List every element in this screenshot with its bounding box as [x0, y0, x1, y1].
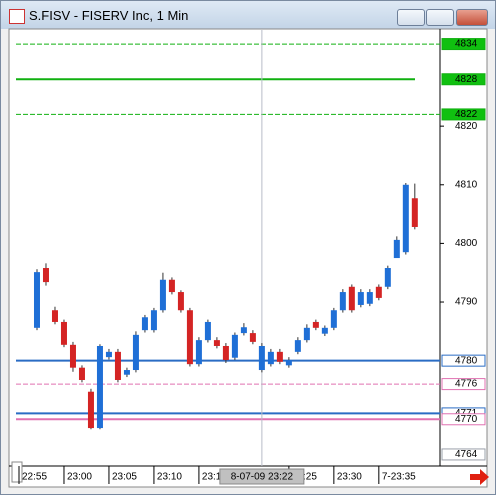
candle-body: [51, 310, 58, 322]
candle-body: [123, 370, 130, 375]
candle-body: [69, 344, 76, 368]
x-tick-label: 23:30: [337, 472, 362, 483]
candle-body: [96, 345, 103, 429]
candle-body: [411, 198, 418, 227]
candle-body: [141, 317, 148, 331]
x-tick-label: 23:05: [112, 472, 137, 483]
candle-body: [231, 334, 238, 358]
candle-body: [105, 351, 112, 358]
close-button[interactable]: [456, 9, 488, 26]
scroll-box[interactable]: [11, 461, 23, 483]
candle-body: [294, 340, 301, 352]
y-tick-label: 4790: [455, 297, 478, 308]
candle-body: [393, 239, 400, 259]
candle-body: [33, 272, 40, 328]
candle-body: [159, 279, 166, 311]
level-label-box: [441, 38, 486, 51]
candle-body: [384, 268, 391, 287]
window-title: S.FISV - FISERV Inc, 1 Min: [29, 8, 189, 23]
plot: [16, 30, 440, 466]
level-label-box: [441, 354, 486, 367]
candle-body: [150, 310, 157, 331]
candle-body: [177, 292, 184, 311]
y-tick-label: 4810: [455, 179, 478, 190]
level-label: 4770: [455, 414, 478, 425]
maximize-button[interactable]: [426, 9, 454, 26]
level-label-box: [441, 108, 486, 121]
x-tick-label: 7-23:35: [382, 472, 416, 483]
candle-body: [357, 292, 364, 305]
window-icon: [9, 9, 25, 24]
candle-body: [348, 286, 355, 311]
level-label: 4780: [455, 355, 478, 366]
level-label: 4764: [455, 449, 478, 460]
y-tick-label: 4820: [455, 121, 478, 132]
candle-body: [366, 292, 373, 304]
x-tick-label: 23:25: [292, 472, 317, 483]
candle-body: [285, 360, 292, 366]
candle-body: [258, 345, 265, 371]
level-label-box: [441, 73, 486, 86]
level-label: 4822: [455, 109, 478, 120]
x-tick-label: 23:15: [202, 472, 227, 483]
y-tick-label: 4800: [455, 238, 478, 249]
candle-body: [339, 292, 346, 311]
candle-body: [213, 340, 220, 346]
candle-body: [276, 351, 283, 362]
candle-body: [60, 321, 67, 345]
candle-body: [267, 351, 274, 365]
candle-body: [249, 333, 256, 342]
candle-body: [222, 345, 229, 361]
x-tick-label: 23:00: [67, 472, 92, 483]
candle-body: [312, 321, 319, 328]
candle-body: [114, 351, 121, 380]
candle-body: [330, 310, 337, 328]
candle-body: [240, 327, 247, 334]
candle-body: [42, 268, 49, 283]
level-label-box: [441, 378, 486, 391]
x-tick-label: 23:10: [157, 472, 182, 483]
candle-body: [195, 340, 202, 365]
candle-body: [204, 321, 211, 341]
minimize-button[interactable]: [397, 9, 425, 26]
level-label: 4834: [455, 39, 478, 50]
candle-body: [321, 327, 328, 334]
crosshair-label-box: [219, 468, 305, 485]
candle-body: [375, 286, 382, 298]
crosshair-label: 8-07-09 23:22: [231, 472, 294, 483]
x-tick-label: 22:55: [22, 472, 47, 483]
candle-body: [78, 367, 85, 380]
scroll-arrow[interactable]: [470, 469, 489, 485]
level-label: 4828: [455, 74, 478, 85]
level-label-box: [441, 413, 486, 426]
time-axis: 22:55 23:00 23:05 23:10 23:15 23:25 23:30 7-23:…: [18, 466, 416, 484]
title-bar: S.FISV - FISERV Inc, 1 Min: [1, 1, 495, 29]
candle-body: [186, 310, 193, 365]
level-label-box: [441, 448, 486, 461]
candle-body: [87, 391, 94, 429]
candle-body: [168, 279, 175, 293]
candle-body: [402, 184, 409, 253]
candle-body: [132, 334, 139, 371]
candle-body: [303, 327, 310, 341]
level-label: 4776: [455, 379, 478, 390]
